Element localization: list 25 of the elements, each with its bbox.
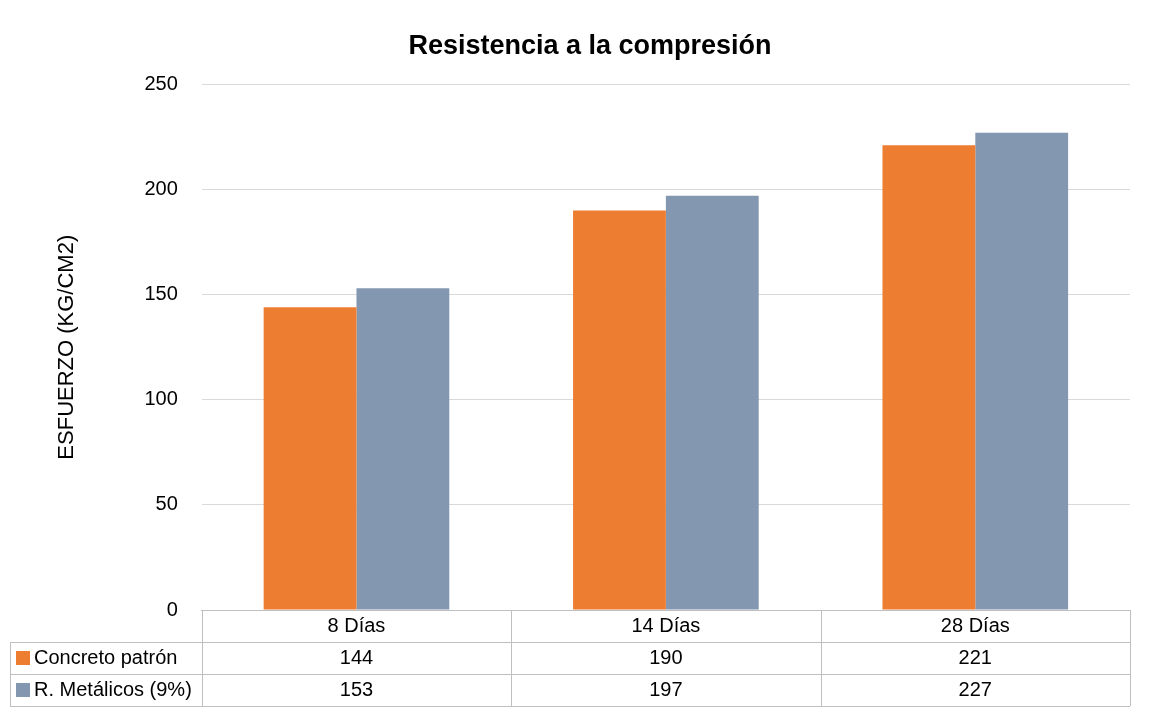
data-label: 190 [649, 645, 683, 668]
bar [263, 307, 357, 610]
bar [573, 210, 666, 610]
y-tick-label: 200 [144, 177, 178, 200]
bar [356, 288, 450, 610]
bar [882, 145, 976, 610]
data-label: 144 [339, 645, 374, 668]
y-tick-label: 250 [144, 71, 178, 94]
chart-title: Resistencia a la compresión [408, 29, 772, 60]
data-label: 221 [958, 645, 992, 668]
bar [975, 132, 1069, 610]
x-tick-label: 8 Días [327, 613, 386, 636]
y-axis-title: ESFUERZO (KG/CM2) [53, 234, 79, 460]
data-label: 197 [649, 677, 683, 700]
data-label: 153 [339, 677, 374, 700]
y-tick-label: 50 [155, 492, 178, 515]
y-tick-label: 150 [144, 282, 178, 305]
legend-label: Concreto patrón [34, 645, 178, 668]
x-tick-label: 14 Días [631, 613, 701, 636]
data-label: 227 [958, 677, 992, 700]
y-tick-label: 0 [166, 597, 178, 620]
y-tick-label: 100 [144, 387, 178, 410]
legend-label: R. Metálicos (9%) [34, 677, 192, 700]
x-tick-label: 28 Días [940, 613, 1010, 636]
bar [665, 195, 759, 610]
